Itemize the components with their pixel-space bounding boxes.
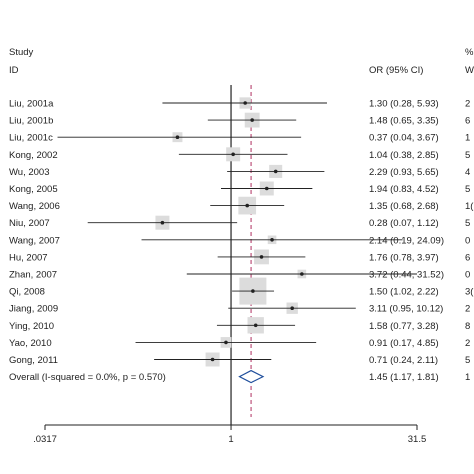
or-ci-value: 3.11 (0.95, 10.12) bbox=[369, 304, 443, 315]
study-label: Ying, 2010 bbox=[9, 321, 54, 332]
or-ci-value: 1.50 (1.02, 2.22) bbox=[369, 287, 439, 298]
weight-value: 8 bbox=[465, 321, 470, 332]
study-row-14: Ying, 2010 1.58 (0.77, 3.28) 8 bbox=[9, 317, 470, 334]
study-label: Zhan, 2007 bbox=[9, 270, 57, 281]
overall-or-ci-value: 1.45 (1.17, 1.81) bbox=[369, 372, 439, 383]
weight-value: 1 bbox=[465, 133, 470, 144]
study-row-7: Wang, 2006 1.35 (0.68, 2.68) 1( bbox=[9, 196, 474, 215]
point-estimate bbox=[245, 203, 250, 208]
weight-value: 5 bbox=[465, 184, 470, 195]
x-axis: .0317 1 31.5 bbox=[33, 424, 427, 445]
overall-label: Overall (I-squared = 0.0%, p = 0.570) bbox=[9, 372, 166, 383]
point-estimate bbox=[290, 306, 294, 311]
or-ci-value: 1.76 (0.78, 3.97) bbox=[369, 252, 439, 263]
weight-header-top: % bbox=[465, 47, 474, 58]
or-ci-value: 2.14 (0.19, 24.09) bbox=[369, 235, 444, 246]
study-row-5: Wu, 2003 2.29 (0.93, 5.65) 4 bbox=[9, 164, 470, 178]
plot-guides bbox=[230, 85, 252, 425]
or-ci-header: OR (95% CI) bbox=[369, 65, 423, 76]
point-estimate bbox=[300, 272, 304, 276]
study-label: Liu, 2001c bbox=[9, 133, 53, 144]
study-label: Wang, 2006 bbox=[9, 201, 60, 212]
study-row-13: Jiang, 2009 3.11 (0.95, 10.12) 2 bbox=[9, 302, 470, 315]
study-row-16: Gong, 2011 0.71 (0.24, 2.11) 5 bbox=[9, 352, 470, 367]
or-ci-value: 1.30 (0.28, 5.93) bbox=[369, 99, 439, 110]
weight-header-bottom: W bbox=[465, 65, 474, 76]
study-label: Gong, 2011 bbox=[9, 355, 58, 366]
id-header: ID bbox=[9, 65, 19, 76]
weight-value: 0 bbox=[465, 270, 470, 281]
study-row-12: Qi, 2008 1.50 (1.02, 2.22) 3( bbox=[9, 277, 474, 305]
study-label: Kong, 2002 bbox=[9, 150, 58, 161]
study-label: Qi, 2008 bbox=[9, 287, 45, 298]
or-ci-value: 3.72 (0.44, 31.52) bbox=[369, 270, 444, 281]
study-row-9: Wang, 2007 2.14 (0.19, 24.09) 0 bbox=[9, 235, 470, 246]
study-row-2: Liu, 2001b 1.48 (0.65, 3.35) 6 bbox=[9, 112, 470, 128]
study-label: Jiang, 2009 bbox=[9, 304, 58, 315]
study-rows: Liu, 2001a 1.30 (0.28, 5.93) 2 Liu, 2001b 1.… bbox=[9, 97, 474, 384]
study-row-1: Liu, 2001a 1.30 (0.28, 5.93) 2 bbox=[9, 97, 470, 110]
point-estimate bbox=[273, 169, 278, 174]
point-estimate bbox=[264, 186, 269, 191]
point-estimate bbox=[243, 101, 247, 105]
study-row-15: Yao, 2010 0.91 (0.17, 4.85) 2 bbox=[9, 337, 470, 349]
x-tick-label: 1 bbox=[228, 434, 233, 445]
weight-value: 2 bbox=[465, 304, 470, 315]
or-ci-value: 1.48 (0.65, 3.35) bbox=[369, 116, 439, 127]
study-label: Yao, 2010 bbox=[9, 338, 52, 349]
overall-row: Overall (I-squared = 0.0%, p = 0.570) 1.4… bbox=[9, 369, 470, 384]
point-estimate bbox=[224, 340, 228, 345]
study-label: Wang, 2007 bbox=[9, 235, 60, 246]
or-ci-value: 0.71 (0.24, 2.11) bbox=[369, 355, 438, 366]
study-row-4: Kong, 2002 1.04 (0.38, 2.85) 5 bbox=[9, 147, 470, 162]
point-estimate bbox=[250, 118, 254, 122]
weight-value: 4 bbox=[465, 167, 470, 178]
weight-value: 1( bbox=[465, 201, 474, 212]
or-ci-value: 1.04 (0.38, 2.85) bbox=[369, 150, 439, 161]
weight-value: 2 bbox=[465, 338, 470, 349]
study-label: Liu, 2001b bbox=[9, 116, 53, 127]
study-label: Wu, 2003 bbox=[9, 167, 50, 178]
study-label: Hu, 2007 bbox=[9, 252, 48, 263]
or-ci-value: 0.28 (0.07, 1.12) bbox=[369, 218, 439, 229]
plot-header: Study ID OR (95% CI) % W bbox=[9, 47, 474, 76]
study-header: Study bbox=[9, 47, 34, 58]
x-tick-label: 31.5 bbox=[408, 434, 427, 445]
or-ci-value: 2.29 (0.93, 5.65) bbox=[369, 167, 439, 178]
weight-value: 6 bbox=[465, 116, 470, 127]
study-row-10: Hu, 2007 1.76 (0.78, 3.97) 6 bbox=[9, 249, 470, 265]
or-ci-value: 1.94 (0.83, 4.52) bbox=[369, 184, 439, 195]
weight-value: 3( bbox=[465, 287, 474, 298]
study-row-11: Zhan, 2007 3.72 (0.44, 31.52) 0 bbox=[9, 270, 470, 281]
point-estimate bbox=[210, 357, 215, 362]
weight-value: 5 bbox=[465, 355, 470, 366]
or-ci-value: 1.35 (0.68, 2.68) bbox=[369, 201, 439, 212]
overall-diamond bbox=[238, 369, 265, 384]
point-estimate bbox=[251, 289, 255, 293]
study-label: Liu, 2001a bbox=[9, 99, 54, 110]
overall-weight-value: 1 bbox=[465, 372, 470, 383]
point-estimate bbox=[259, 255, 264, 259]
weight-value: 5 bbox=[465, 150, 470, 161]
point-estimate bbox=[231, 152, 235, 157]
or-ci-value: 0.37 (0.04, 3.67) bbox=[369, 133, 439, 144]
point-estimate bbox=[175, 135, 180, 139]
weight-value: 0 bbox=[465, 235, 470, 246]
study-row-3: Liu, 2001c 0.37 (0.04, 3.67) 1 bbox=[9, 132, 470, 144]
point-estimate bbox=[160, 220, 165, 225]
point-estimate bbox=[270, 238, 274, 242]
study-label: Niu, 2007 bbox=[9, 218, 50, 229]
or-ci-value: 0.91 (0.17, 4.85) bbox=[369, 338, 439, 349]
study-row-8: Niu, 2007 0.28 (0.07, 1.12) 5 bbox=[9, 215, 470, 230]
or-ci-value: 1.58 (0.77, 3.28) bbox=[369, 321, 439, 332]
x-tick-label: .0317 bbox=[33, 434, 57, 445]
point-estimate bbox=[253, 323, 258, 328]
study-label: Kong, 2005 bbox=[9, 184, 58, 195]
weight-value: 5 bbox=[465, 218, 470, 229]
study-row-6: Kong, 2005 1.94 (0.83, 4.52) 5 bbox=[9, 181, 470, 196]
weight-value: 2 bbox=[465, 99, 470, 110]
weight-value: 6 bbox=[465, 252, 470, 263]
